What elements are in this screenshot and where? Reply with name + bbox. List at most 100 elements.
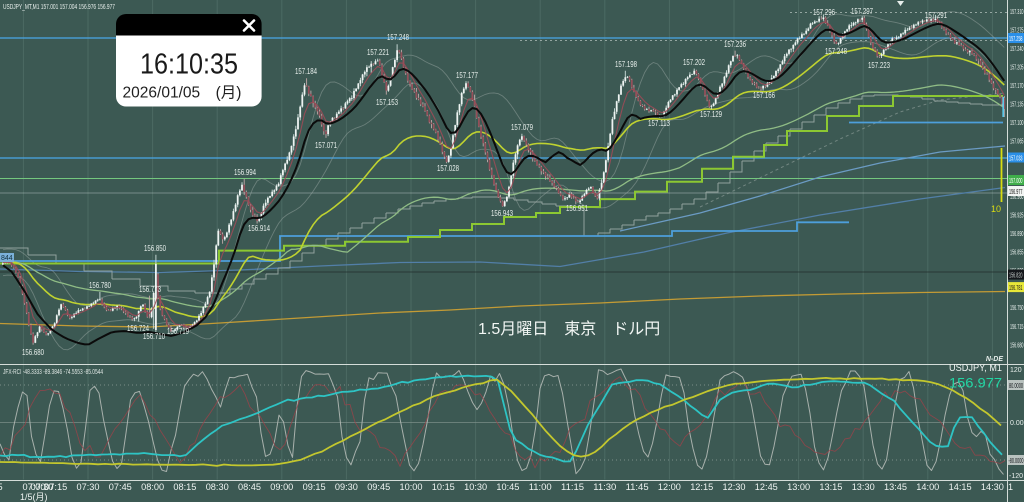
svg-text:12:30: 12:30 bbox=[723, 482, 746, 493]
svg-text:07:00: 07:00 bbox=[23, 482, 46, 493]
svg-text:1/5(月): 1/5(月) bbox=[20, 492, 48, 502]
svg-text:156.890: 156.890 bbox=[1010, 229, 1024, 238]
svg-text:14:15: 14:15 bbox=[949, 482, 972, 493]
svg-text:-80.0000: -80.0000 bbox=[1009, 458, 1024, 465]
svg-text:11:30: 11:30 bbox=[593, 482, 616, 493]
svg-text:156.773: 156.773 bbox=[139, 285, 161, 294]
svg-text:12:15: 12:15 bbox=[690, 482, 713, 493]
svg-text:157.028: 157.028 bbox=[437, 164, 459, 173]
svg-text:08:45: 08:45 bbox=[238, 482, 261, 493]
svg-text:157.310: 157.310 bbox=[1010, 7, 1024, 16]
svg-text:07:30: 07:30 bbox=[31, 482, 54, 493]
svg-text:12:00: 12:00 bbox=[658, 482, 681, 493]
svg-text:USDJPY, M1: USDJPY, M1 bbox=[949, 362, 1002, 374]
svg-text:157.236: 157.236 bbox=[724, 40, 746, 49]
svg-text:13:15: 13:15 bbox=[819, 482, 842, 493]
svg-text:156.781: 156.781 bbox=[1009, 283, 1023, 292]
svg-text:157.153: 157.153 bbox=[376, 98, 398, 107]
svg-text:156.715: 156.715 bbox=[1010, 322, 1024, 331]
svg-text:10: 10 bbox=[991, 204, 1001, 214]
svg-text:156.943: 156.943 bbox=[491, 209, 513, 218]
svg-text:N-DE: N-DE bbox=[986, 356, 1003, 363]
svg-text:157.240: 157.240 bbox=[1010, 44, 1024, 53]
svg-text:USDJPY_MT,M1 157.001 157.004 1: USDJPY_MT,M1 157.001 157.004 156.976 156… bbox=[3, 2, 115, 11]
svg-text:156.925: 156.925 bbox=[1010, 211, 1024, 220]
svg-text:157.065: 157.065 bbox=[1010, 137, 1024, 146]
svg-text:16:10:35: 16:10:35 bbox=[140, 49, 238, 81]
svg-text:10:15: 10:15 bbox=[432, 482, 455, 493]
svg-text:07:30: 07:30 bbox=[77, 482, 100, 493]
svg-text:157.205: 157.205 bbox=[1010, 63, 1024, 72]
svg-text:157.170: 157.170 bbox=[1010, 81, 1024, 90]
svg-text:157.258: 157.258 bbox=[1009, 34, 1023, 43]
svg-text:14:30: 14:30 bbox=[981, 482, 1004, 493]
svg-text:1: 1 bbox=[1008, 482, 1013, 492]
svg-text:11:00: 11:00 bbox=[529, 482, 552, 493]
svg-text:157.275: 157.275 bbox=[1010, 26, 1024, 35]
svg-text:157.071: 157.071 bbox=[315, 141, 337, 150]
svg-text:157.297: 157.297 bbox=[851, 7, 873, 16]
svg-text:156.855: 156.855 bbox=[1010, 248, 1024, 257]
svg-text:156.680: 156.680 bbox=[1010, 340, 1024, 349]
svg-text:157.198: 157.198 bbox=[615, 60, 637, 69]
svg-text:157.221: 157.221 bbox=[367, 48, 389, 57]
svg-text:157.177: 157.177 bbox=[456, 71, 478, 80]
svg-text:157.000: 157.000 bbox=[1009, 176, 1023, 185]
svg-text:157.184: 157.184 bbox=[295, 67, 317, 76]
svg-text:08:30: 08:30 bbox=[206, 482, 229, 493]
svg-text:844: 844 bbox=[1, 255, 13, 262]
svg-text:156.680: 156.680 bbox=[22, 348, 44, 357]
svg-text:08:15: 08:15 bbox=[173, 482, 196, 493]
svg-text:156.719: 156.719 bbox=[167, 327, 189, 336]
svg-text:157.079: 157.079 bbox=[511, 123, 533, 132]
svg-text:157.202: 157.202 bbox=[683, 58, 705, 67]
svg-text:157.291: 157.291 bbox=[925, 11, 947, 20]
svg-text:09:00: 09:00 bbox=[270, 482, 293, 493]
svg-text:120: 120 bbox=[1010, 367, 1022, 374]
svg-text:07:15: 07:15 bbox=[44, 482, 67, 493]
svg-text:12:45: 12:45 bbox=[755, 482, 778, 493]
svg-text:157.223: 157.223 bbox=[868, 61, 890, 70]
svg-text:156.977: 156.977 bbox=[1009, 187, 1023, 196]
svg-text:157.166: 157.166 bbox=[753, 91, 775, 100]
svg-text:09:45: 09:45 bbox=[367, 482, 390, 493]
svg-text:157.033: 157.033 bbox=[1009, 154, 1023, 163]
svg-text:156.977: 156.977 bbox=[949, 375, 1002, 391]
svg-text:13:45: 13:45 bbox=[884, 482, 907, 493]
svg-text:JFX-RCI -48.3333 -89.3846 -74.: JFX-RCI -48.3333 -89.3846 -74.5553 -85.0… bbox=[3, 367, 103, 376]
svg-text:10:30: 10:30 bbox=[464, 482, 487, 493]
svg-text:156.820: 156.820 bbox=[1009, 271, 1023, 280]
svg-text:14:00: 14:00 bbox=[916, 482, 939, 493]
svg-text:156.951: 156.951 bbox=[566, 204, 588, 213]
svg-text:09:15: 09:15 bbox=[303, 482, 326, 493]
svg-text:08:00: 08:00 bbox=[141, 482, 164, 493]
svg-text:06:45: 06:45 bbox=[0, 482, 3, 493]
svg-text:157.100: 157.100 bbox=[1010, 118, 1024, 127]
svg-text:10:00: 10:00 bbox=[400, 482, 423, 493]
svg-text:2026/01/05 (月): 2026/01/05 (月) bbox=[123, 85, 242, 102]
svg-text:156.710: 156.710 bbox=[143, 332, 165, 341]
svg-text:0.00: 0.00 bbox=[1010, 420, 1024, 427]
svg-text:156.850: 156.850 bbox=[144, 244, 166, 253]
svg-text:157.248: 157.248 bbox=[387, 33, 409, 42]
svg-text:157.248: 157.248 bbox=[825, 47, 847, 56]
svg-text:156.724: 156.724 bbox=[127, 324, 149, 333]
svg-text:156.914: 156.914 bbox=[248, 224, 270, 233]
svg-text:09:30: 09:30 bbox=[335, 482, 358, 493]
svg-text:07:45: 07:45 bbox=[109, 482, 132, 493]
svg-text:10:45: 10:45 bbox=[496, 482, 519, 493]
svg-text:11:45: 11:45 bbox=[626, 482, 649, 493]
svg-text:11:15: 11:15 bbox=[561, 482, 584, 493]
svg-text:157.135: 157.135 bbox=[1010, 100, 1024, 109]
svg-text:1.5月曜日 東京 ドル円: 1.5月曜日 東京 ドル円 bbox=[478, 320, 660, 338]
svg-text:13:00: 13:00 bbox=[787, 482, 810, 493]
svg-text:156.750: 156.750 bbox=[1010, 303, 1024, 312]
svg-text:-120: -120 bbox=[1009, 473, 1023, 480]
svg-text:156.780: 156.780 bbox=[89, 281, 111, 290]
svg-text:13:30: 13:30 bbox=[852, 482, 875, 493]
svg-text:157.113: 157.113 bbox=[648, 119, 670, 128]
svg-text:156.994: 156.994 bbox=[234, 168, 256, 177]
svg-text:156.960: 156.960 bbox=[1010, 192, 1024, 201]
svg-text:157.296: 157.296 bbox=[813, 8, 835, 17]
svg-text:80.0000: 80.0000 bbox=[1009, 383, 1023, 390]
